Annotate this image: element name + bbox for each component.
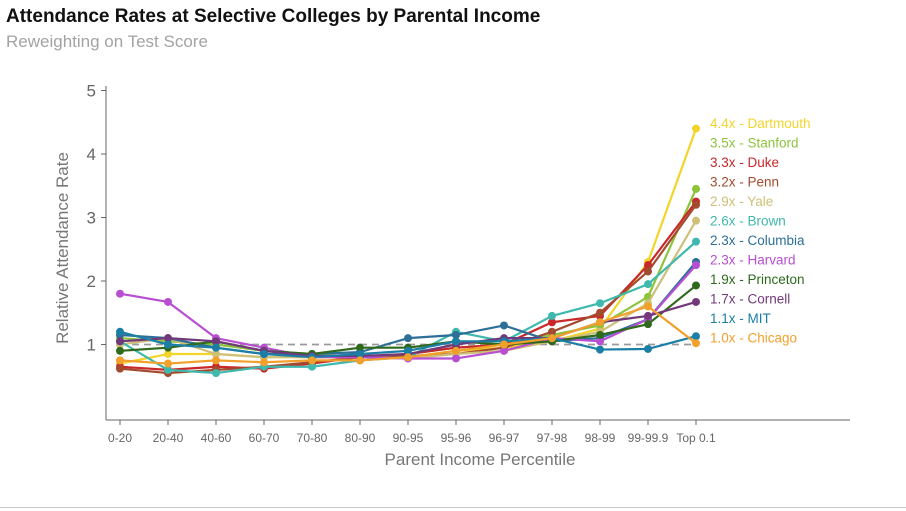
- data-point-chicago: [308, 356, 316, 365]
- data-point-penn: [596, 308, 604, 317]
- series-lines: [116, 124, 700, 378]
- legend-item-duke: 3.3x - Duke: [710, 155, 779, 170]
- legend-item-chicago: 1.0x - Chicago: [710, 331, 797, 346]
- legend-item-penn: 3.2x - Penn: [710, 175, 779, 190]
- legend-item-mit: 1.1x - MIT: [710, 311, 771, 326]
- data-point-mit: [404, 346, 412, 355]
- legend-item-princeton: 1.9x - Princeton: [710, 272, 805, 287]
- y-tick-label: 3: [87, 209, 96, 228]
- x-tick-label: 0-20: [108, 431, 132, 445]
- data-point-mit: [356, 350, 364, 359]
- data-point-penn: [116, 364, 124, 373]
- data-point-mit: [692, 332, 700, 341]
- legend: 4.4x - Dartmouth 3.5x - Stanford 3.3x - Du…: [710, 116, 811, 346]
- data-point-chicago: [692, 339, 700, 348]
- x-tick-label: 97-98: [537, 431, 568, 445]
- data-point-brown: [644, 280, 652, 289]
- data-point-chicago: [500, 340, 508, 349]
- data-point-penn: [548, 327, 556, 336]
- data-point-yale: [692, 216, 700, 225]
- data-point-princeton: [596, 330, 604, 339]
- legend-item-harvard: 2.3x - Harvard: [710, 253, 796, 268]
- data-point-chicago: [356, 356, 364, 365]
- data-point-penn: [644, 267, 652, 276]
- data-point-harvard: [116, 289, 124, 298]
- data-point-dartmouth: [164, 350, 172, 359]
- data-point-cornell: [164, 334, 172, 343]
- data-point-brown: [164, 365, 172, 374]
- x-tick-label: 96-97: [489, 431, 520, 445]
- x-tick-label: 80-90: [345, 431, 376, 445]
- legend-item-yale: 2.9x - Yale: [710, 194, 773, 209]
- data-point-princeton: [644, 320, 652, 329]
- data-point-brown: [212, 369, 220, 378]
- data-point-cornell: [644, 311, 652, 320]
- bottom-divider: [0, 507, 906, 508]
- data-point-chicago: [548, 334, 556, 343]
- x-tick-label: 20-40: [153, 431, 184, 445]
- data-point-mit: [644, 344, 652, 353]
- data-point-mit: [212, 343, 220, 352]
- data-point-chicago: [596, 318, 604, 327]
- data-point-cornell: [692, 297, 700, 306]
- x-tick-label: 95-96: [441, 431, 472, 445]
- data-point-chicago: [452, 346, 460, 355]
- data-point-yale: [212, 350, 220, 359]
- data-point-princeton: [116, 346, 124, 355]
- data-point-columbia: [404, 334, 412, 343]
- x-tick-label: 40-60: [201, 431, 232, 445]
- data-point-chicago: [164, 359, 172, 368]
- chart-title: Attendance Rates at Selective Colleges b…: [6, 6, 541, 27]
- data-point-mit: [596, 345, 604, 354]
- legend-item-cornell: 1.7x - Cornell: [710, 292, 790, 307]
- x-axis-label: Parent Income Percentile: [385, 450, 576, 469]
- data-point-princeton: [692, 281, 700, 290]
- data-point-cornell: [212, 337, 220, 346]
- data-point-mit: [164, 340, 172, 349]
- data-point-mit: [452, 337, 460, 346]
- data-point-columbia: [500, 321, 508, 330]
- data-point-penn: [692, 200, 700, 209]
- data-point-princeton: [356, 343, 364, 352]
- data-point-columbia: [452, 330, 460, 339]
- x-tick-label: Top 0.1: [676, 431, 716, 445]
- y-tick-label: 1: [87, 336, 96, 355]
- data-point-stanford: [692, 184, 700, 193]
- data-point-chicago: [404, 353, 412, 362]
- legend-item-columbia: 2.3x - Columbia: [710, 233, 805, 248]
- data-point-chicago: [116, 356, 124, 365]
- data-point-mit: [116, 327, 124, 336]
- y-tick-label: 2: [87, 272, 96, 291]
- chart-subtitle: Reweighting on Test Score: [6, 32, 208, 51]
- y-tick-label: 5: [87, 82, 96, 101]
- legend-item-dartmouth: 4.4x - Dartmouth: [710, 116, 811, 131]
- data-point-cornell: [116, 337, 124, 346]
- data-point-mit: [260, 350, 268, 359]
- data-point-brown: [596, 299, 604, 308]
- data-point-harvard: [692, 261, 700, 270]
- data-point-dartmouth: [692, 124, 700, 133]
- series-line-dartmouth: [119, 128, 698, 365]
- x-tick-label: 60-70: [249, 431, 280, 445]
- x-tick-label: 90-95: [393, 431, 424, 445]
- data-point-harvard: [596, 337, 604, 346]
- data-point-harvard: [164, 297, 172, 306]
- y-axis-label: Relative Attendance Rate: [53, 152, 72, 344]
- legend-item-brown: 2.6x - Brown: [710, 214, 786, 229]
- data-point-harvard: [500, 346, 508, 355]
- data-point-brown: [548, 311, 556, 320]
- data-point-duke: [548, 318, 556, 327]
- data-point-chicago: [260, 358, 268, 367]
- y-tick-label: 4: [87, 145, 96, 164]
- data-point-harvard: [452, 354, 460, 363]
- legend-item-stanford: 3.5x - Stanford: [710, 136, 799, 151]
- data-point-brown: [692, 237, 700, 246]
- x-tick-label: 98-99: [585, 431, 616, 445]
- x-tick-label: 99-99.9: [628, 431, 669, 445]
- data-point-chicago: [644, 302, 652, 311]
- data-point-chicago: [212, 356, 220, 365]
- x-tick-label: 70-80: [297, 431, 328, 445]
- data-point-brown: [308, 362, 316, 371]
